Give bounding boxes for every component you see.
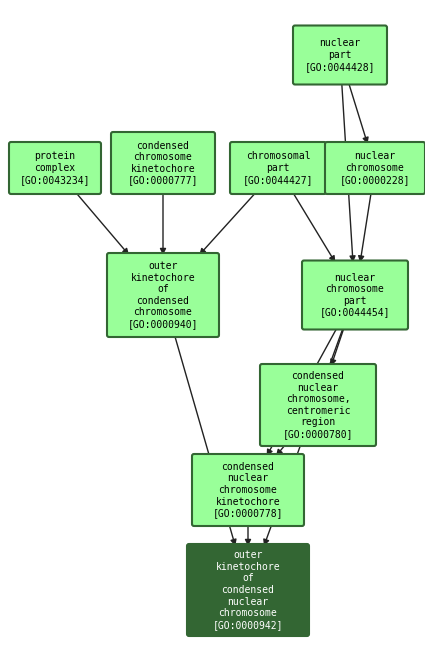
Text: outer
kinetochore
of
condensed
chromosome
[GO:0000940]: outer kinetochore of condensed chromosom… [128,261,198,329]
FancyBboxPatch shape [111,132,215,194]
FancyBboxPatch shape [293,25,387,85]
FancyBboxPatch shape [230,142,326,194]
Text: condensed
nuclear
chromosome
kinetochore
[GO:0000778]: condensed nuclear chromosome kinetochore… [213,462,283,518]
FancyBboxPatch shape [325,142,425,194]
Text: nuclear
chromosome
part
[GO:0044454]: nuclear chromosome part [GO:0044454] [320,273,390,318]
Text: protein
complex
[GO:0043234]: protein complex [GO:0043234] [20,152,90,185]
Text: condensed
nuclear
chromosome,
centromeric
region
[GO:0000780]: condensed nuclear chromosome, centromeri… [283,371,353,439]
Text: nuclear
chromosome
[GO:0000228]: nuclear chromosome [GO:0000228] [340,152,410,185]
FancyBboxPatch shape [9,142,101,194]
FancyBboxPatch shape [187,544,309,636]
FancyBboxPatch shape [260,364,376,446]
FancyBboxPatch shape [192,454,304,526]
Text: condensed
chromosome
kinetochore
[GO:0000777]: condensed chromosome kinetochore [GO:000… [128,141,198,186]
Text: nuclear
part
[GO:0044428]: nuclear part [GO:0044428] [305,38,375,72]
Text: outer
kinetochore
of
condensed
nuclear
chromosome
[GO:0000942]: outer kinetochore of condensed nuclear c… [213,550,283,630]
Text: chromosomal
part
[GO:0044427]: chromosomal part [GO:0044427] [243,152,313,185]
FancyBboxPatch shape [107,253,219,337]
FancyBboxPatch shape [302,260,408,329]
